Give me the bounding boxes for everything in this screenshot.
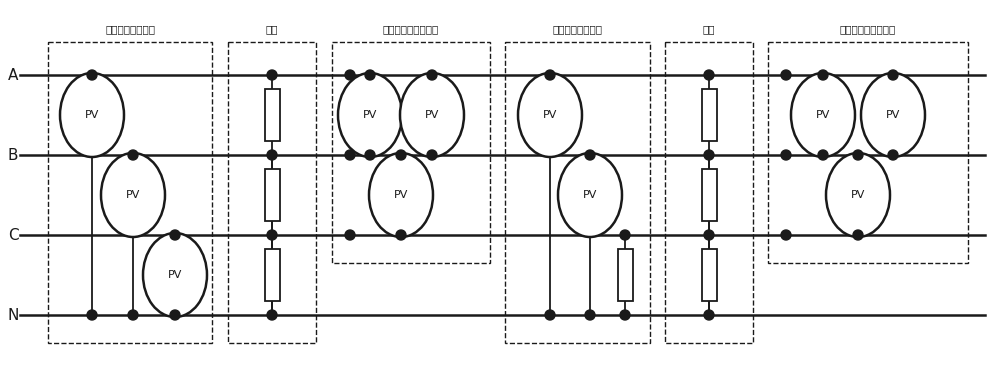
Ellipse shape [826, 153, 890, 237]
Bar [332, 42, 490, 263]
Circle shape [396, 230, 406, 240]
Circle shape [704, 70, 714, 80]
Circle shape [345, 70, 355, 80]
Circle shape [427, 150, 437, 160]
Circle shape [585, 150, 595, 160]
Circle shape [704, 310, 714, 320]
Text: PV: PV [85, 110, 99, 120]
Text: 分布式三角形补偿组: 分布式三角形补偿组 [840, 24, 896, 34]
Circle shape [704, 230, 714, 240]
Ellipse shape [143, 233, 207, 317]
Text: PV: PV [394, 190, 408, 200]
Bar [48, 42, 212, 343]
Ellipse shape [369, 153, 433, 237]
Circle shape [620, 230, 630, 240]
Circle shape [620, 310, 630, 320]
Bar [228, 42, 316, 343]
Text: 分布式星形补偿组: 分布式星形补偿组 [105, 24, 155, 34]
Circle shape [704, 150, 714, 160]
Circle shape [853, 230, 863, 240]
Circle shape [853, 150, 863, 160]
Text: 负载: 负载 [703, 24, 715, 34]
Circle shape [427, 70, 437, 80]
Bar [264, 169, 280, 221]
Circle shape [267, 310, 277, 320]
Ellipse shape [791, 73, 855, 157]
Bar [264, 249, 280, 301]
Circle shape [585, 310, 595, 320]
Circle shape [87, 70, 97, 80]
Ellipse shape [558, 153, 622, 237]
Bar [665, 42, 753, 343]
Ellipse shape [101, 153, 165, 237]
Circle shape [170, 310, 180, 320]
Text: N: N [7, 308, 19, 322]
Circle shape [781, 230, 791, 240]
Ellipse shape [518, 73, 582, 157]
Bar [264, 89, 280, 141]
Bar [702, 169, 716, 221]
Bar [505, 42, 650, 343]
Circle shape [545, 70, 555, 80]
Circle shape [128, 150, 138, 160]
Text: A: A [8, 68, 18, 82]
Circle shape [365, 150, 375, 160]
Circle shape [818, 70, 828, 80]
Text: PV: PV [816, 110, 830, 120]
Circle shape [267, 70, 277, 80]
Bar [702, 89, 716, 141]
Text: PV: PV [425, 110, 439, 120]
Circle shape [545, 310, 555, 320]
Text: 分布式三角形补偿组: 分布式三角形补偿组 [383, 24, 439, 34]
Circle shape [170, 230, 180, 240]
Text: PV: PV [851, 190, 865, 200]
Text: PV: PV [168, 270, 182, 280]
Bar [768, 42, 968, 263]
Ellipse shape [400, 73, 464, 157]
Text: PV: PV [126, 190, 140, 200]
Text: B: B [8, 148, 18, 162]
Text: PV: PV [583, 190, 597, 200]
Circle shape [781, 70, 791, 80]
Text: PV: PV [886, 110, 900, 120]
Bar [618, 249, 633, 301]
Circle shape [267, 150, 277, 160]
Text: 分布式星形补偿组: 分布式星形补偿组 [552, 24, 602, 34]
Circle shape [781, 150, 791, 160]
Circle shape [267, 230, 277, 240]
Ellipse shape [338, 73, 402, 157]
Circle shape [345, 150, 355, 160]
Circle shape [128, 310, 138, 320]
Text: PV: PV [543, 110, 557, 120]
Bar [702, 249, 716, 301]
Text: 负载: 负载 [266, 24, 278, 34]
Text: PV: PV [363, 110, 377, 120]
Circle shape [365, 70, 375, 80]
Circle shape [818, 150, 828, 160]
Circle shape [87, 310, 97, 320]
Ellipse shape [60, 73, 124, 157]
Circle shape [345, 230, 355, 240]
Circle shape [888, 70, 898, 80]
Circle shape [396, 150, 406, 160]
Circle shape [888, 150, 898, 160]
Text: C: C [8, 227, 18, 243]
Ellipse shape [861, 73, 925, 157]
